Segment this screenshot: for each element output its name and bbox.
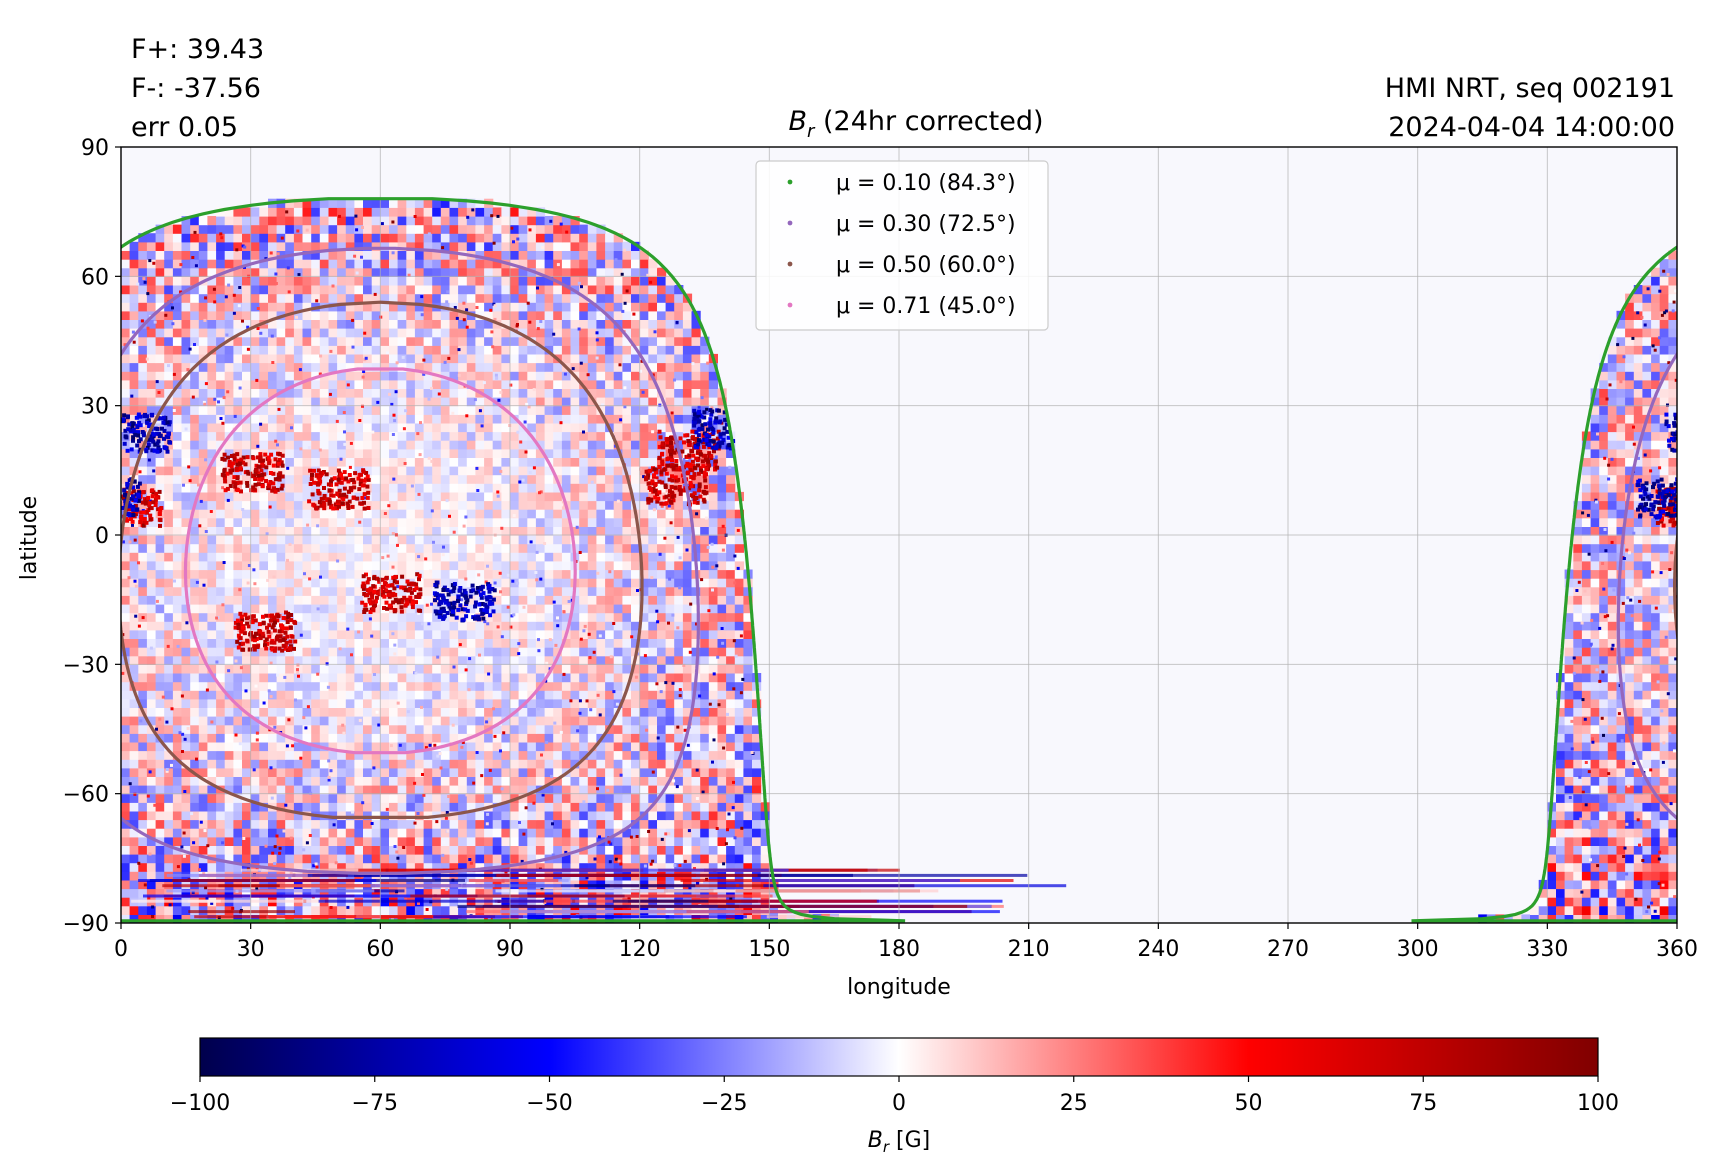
x-tick-label: 120 bbox=[619, 937, 661, 962]
instrument-sequence: HMI NRT, seq 002191 bbox=[1384, 73, 1675, 104]
disk-field-map bbox=[121, 198, 1677, 923]
y-tick-label: −60 bbox=[63, 783, 109, 808]
legend-marker bbox=[787, 179, 793, 185]
colorbar-tick-label: 0 bbox=[892, 1091, 906, 1116]
colorbar-label-symbol: B bbox=[868, 1128, 883, 1152]
observation-meta: HMI NRT, seq 002191 2024-04-04 14:00:00 bbox=[1385, 69, 1675, 147]
colorbar-ticks: −100 −75 −50 −25 0 25 50 75 100 bbox=[170, 1076, 1619, 1116]
active-region-1 bbox=[344, 494, 349, 499]
x-tick-label: 0 bbox=[114, 937, 128, 962]
y-tick-label: 0 bbox=[95, 524, 109, 549]
colorbar-label-unit: [G] bbox=[889, 1128, 930, 1152]
title-symbol: B bbox=[788, 106, 807, 137]
x-tick-label: 270 bbox=[1267, 937, 1309, 962]
y-tick-label: −30 bbox=[63, 653, 109, 678]
y-axis-label: latitude bbox=[17, 496, 42, 580]
x-axis-ticks: 0 30 60 90 120 150 180 210 240 270 300 330 360 bbox=[114, 923, 1698, 962]
active-region-3 bbox=[417, 577, 421, 582]
mu-contour-1 bbox=[121, 246, 700, 875]
colorbar-label-subscript: r bbox=[883, 1138, 890, 1152]
colorbar-tick-label: 25 bbox=[1060, 1091, 1088, 1116]
flux-error: err 0.05 bbox=[131, 112, 239, 143]
flux-negative: F-: -37.56 bbox=[131, 73, 261, 104]
y-tick-label: 60 bbox=[81, 265, 109, 290]
mu-contour-2 bbox=[1673, 528, 1677, 643]
mu-contour-2 bbox=[121, 300, 644, 819]
x-tick-label: 240 bbox=[1137, 937, 1179, 962]
legend-label: μ = 0.50 (60.0°) bbox=[836, 253, 1016, 278]
colorbar-tick-label: −100 bbox=[170, 1091, 230, 1116]
colorbar-gradient bbox=[199, 1037, 1599, 1077]
legend-marker bbox=[787, 302, 793, 308]
observation-datetime: 2024-04-04 14:00:00 bbox=[1388, 112, 1675, 143]
x-tick-label: 360 bbox=[1656, 937, 1698, 962]
x-tick-label: 300 bbox=[1397, 937, 1439, 962]
y-axis-ticks: 90 60 30 0 −30 −60 −90 bbox=[63, 136, 121, 937]
mu-contour-3 bbox=[183, 367, 577, 755]
legend-entries: μ = 0.10 (84.3°) μ = 0.30 (72.5°) μ = 0.50… bbox=[787, 171, 1016, 319]
title-subscript: r bbox=[807, 121, 816, 142]
x-tick-label: 150 bbox=[748, 937, 790, 962]
colorbar-tick-label: −25 bbox=[701, 1091, 747, 1116]
legend-label: μ = 0.30 (72.5°) bbox=[836, 212, 1016, 237]
x-tick-label: 210 bbox=[1008, 937, 1050, 962]
colorbar-label: Br [G] bbox=[868, 1128, 930, 1152]
title-rest: (24hr corrected) bbox=[814, 106, 1043, 137]
mu-contour-1 bbox=[1616, 351, 1677, 821]
legend-label: μ = 0.71 (45.0°) bbox=[836, 294, 1016, 319]
x-axis-label: longitude bbox=[847, 975, 951, 1000]
x-tick-label: 30 bbox=[237, 937, 265, 962]
legend-marker bbox=[787, 261, 793, 267]
flux-positive: F+: 39.43 bbox=[131, 34, 265, 65]
y-tick-label: 90 bbox=[81, 136, 109, 161]
x-tick-label: 180 bbox=[878, 937, 920, 962]
colorbar-tick-label: 50 bbox=[1235, 1091, 1263, 1116]
chart-title: Br (24hr corrected) bbox=[788, 106, 1043, 142]
legend-marker bbox=[787, 220, 793, 226]
colorbar-tick-label: 100 bbox=[1577, 1091, 1619, 1116]
colorbar: −100 −75 −50 −25 0 25 50 75 100 Br [G] bbox=[170, 1037, 1619, 1152]
y-tick-label: 30 bbox=[81, 395, 109, 420]
legend: μ = 0.10 (84.3°) μ = 0.30 (72.5°) μ = 0.50… bbox=[755, 160, 1049, 331]
legend-label: μ = 0.10 (84.3°) bbox=[836, 171, 1016, 196]
x-tick-label: 90 bbox=[496, 937, 524, 962]
legend-box bbox=[755, 160, 1049, 331]
flux-stats: F+: 39.43 F-: -37.56 err 0.05 bbox=[131, 30, 264, 147]
mu-contours bbox=[121, 197, 1677, 923]
mu-contour-0 bbox=[1411, 245, 1677, 923]
active-region-5 bbox=[674, 463, 679, 468]
mu-contour-0 bbox=[121, 197, 906, 923]
colorbar-tick-label: −75 bbox=[352, 1091, 398, 1116]
active-region-6 bbox=[688, 465, 693, 470]
x-tick-label: 330 bbox=[1526, 937, 1568, 962]
colorbar-tick-label: −50 bbox=[526, 1091, 572, 1116]
y-tick-label: −90 bbox=[63, 912, 109, 937]
active-region-7 bbox=[148, 513, 153, 518]
x-tick-label: 60 bbox=[366, 937, 394, 962]
colorbar-tick-label: 75 bbox=[1409, 1091, 1437, 1116]
active-region-9 bbox=[1657, 486, 1662, 491]
